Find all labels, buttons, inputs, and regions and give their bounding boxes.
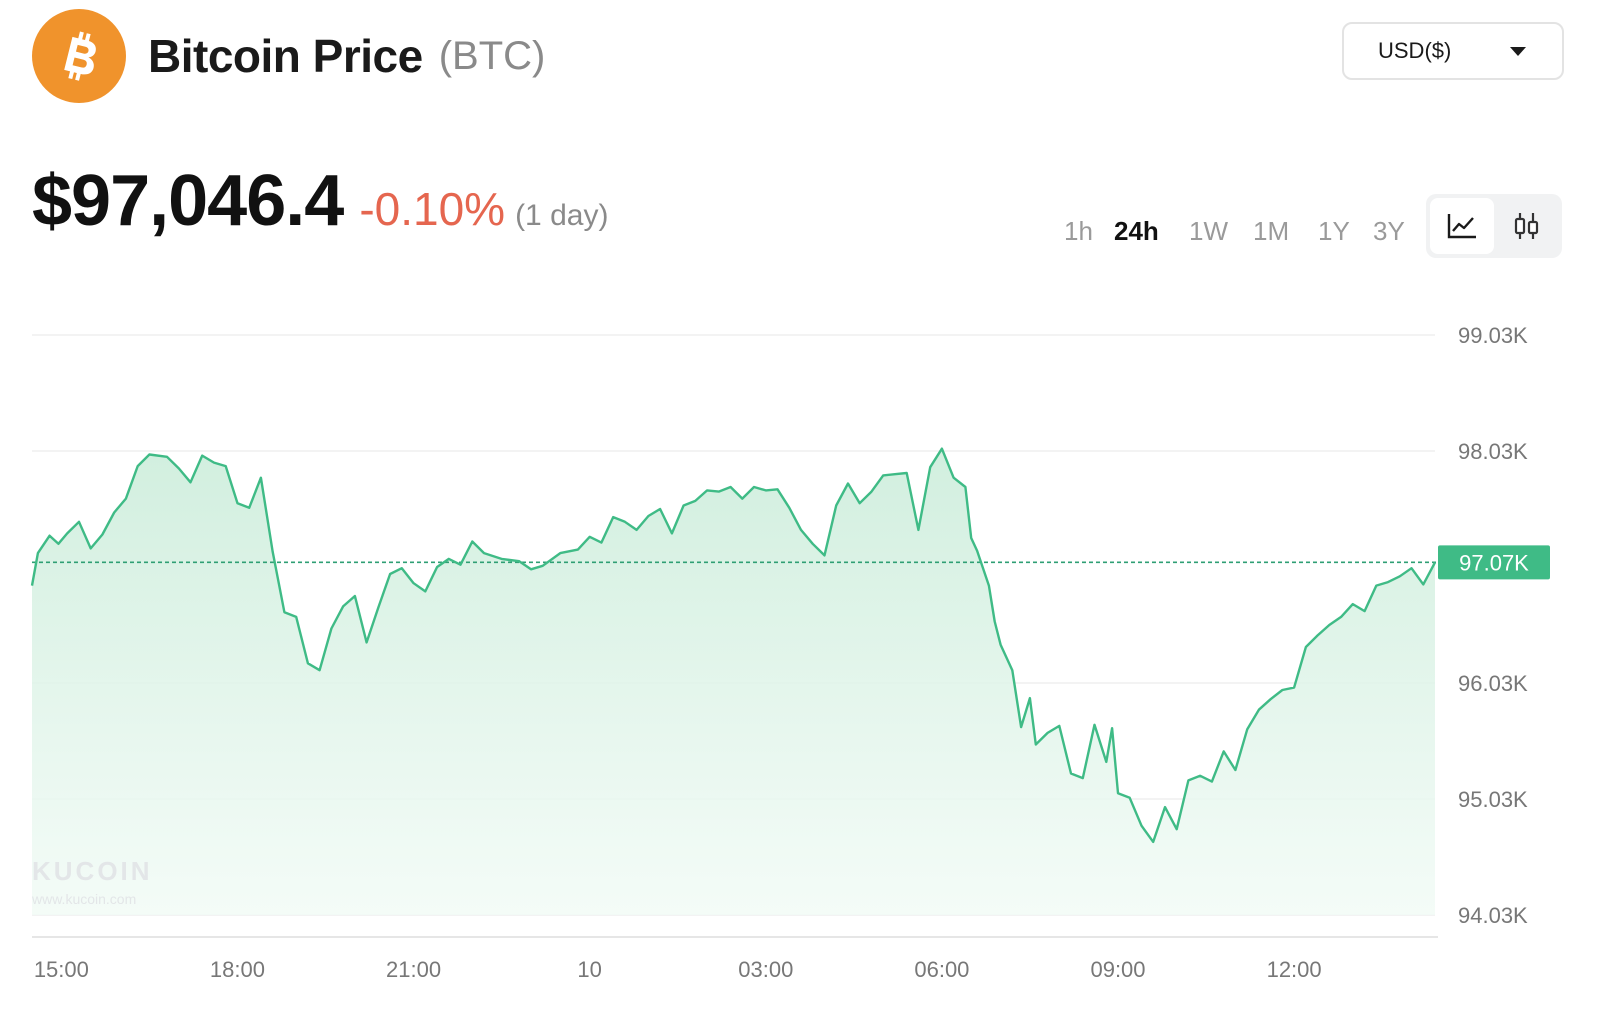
price-area-fill <box>32 448 1435 915</box>
price-summary: $97,046.4 -0.10% (1 day) <box>32 160 608 242</box>
range-3y[interactable]: 3Y <box>1373 216 1405 246</box>
watermark-url: www.kucoin.com <box>31 891 136 907</box>
currency-select-value: USD($) <box>1378 38 1452 63</box>
x-tick-label: 21:00 <box>386 957 441 982</box>
x-tick-label: 09:00 <box>1090 957 1145 982</box>
x-tick-label: 10 <box>577 957 601 982</box>
current-price-label: 97.07K <box>1459 550 1529 575</box>
candlestick-chart-button[interactable] <box>1494 198 1558 254</box>
x-tick-label: 15:00 <box>34 957 89 982</box>
y-tick-label: 99.03K <box>1458 323 1528 348</box>
ticker-symbol: (BTC) <box>438 33 546 78</box>
x-tick-label: 18:00 <box>210 957 265 982</box>
caret-down-icon <box>1510 46 1526 56</box>
page-title: Bitcoin Price <box>148 30 423 82</box>
current-price-tag <box>1438 545 1550 580</box>
x-tick-label: 06:00 <box>914 957 969 982</box>
y-tick-label: 95.03K <box>1458 787 1528 812</box>
price-change: -0.10% <box>359 183 506 235</box>
price-line <box>30 447 1437 844</box>
change-period: (1 day) <box>515 199 609 232</box>
range-24h[interactable]: 24h <box>1114 216 1159 246</box>
chart-view-toggle <box>1426 194 1562 258</box>
line-chart-button[interactable] <box>1430 198 1494 254</box>
y-tick-label: 94.03K <box>1458 903 1528 928</box>
x-tick-label: 03:00 <box>738 957 793 982</box>
header: Bitcoin Price (BTC) <box>32 8 545 104</box>
range-1m[interactable]: 1M <box>1253 216 1290 246</box>
line-chart-icon <box>1447 214 1476 239</box>
y-tick-label: 98.03K <box>1458 439 1528 464</box>
watermark-logo: KUCOIN <box>32 856 153 886</box>
current-price: $97,046.4 <box>32 161 344 241</box>
y-tick-label: 96.03K <box>1458 671 1528 696</box>
bitcoin-icon <box>32 9 126 103</box>
x-tick-label: 12:00 <box>1267 957 1322 982</box>
range-1w[interactable]: 1W <box>1189 216 1228 246</box>
currency-select[interactable]: USD($) <box>1342 22 1564 80</box>
range-1h[interactable]: 1h <box>1064 216 1093 246</box>
candlestick-chart-icon <box>1514 213 1539 239</box>
range-1y[interactable]: 1Y <box>1318 216 1350 246</box>
